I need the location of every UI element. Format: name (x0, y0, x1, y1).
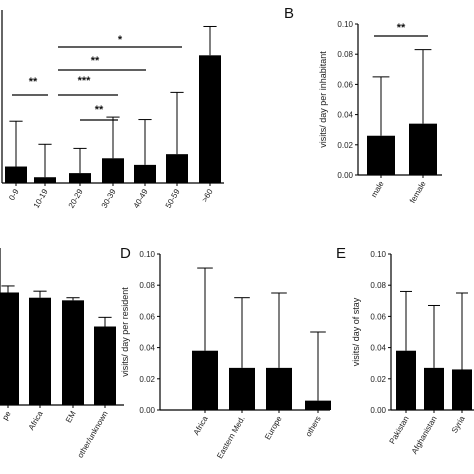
x-tick-label: 20-29 (67, 187, 85, 210)
panel-letter: B (284, 5, 294, 22)
bar (424, 367, 444, 410)
y-tick-label: 0.00 (370, 406, 386, 415)
significance-label: ** (91, 55, 100, 67)
bar (192, 350, 218, 410)
bar (29, 297, 51, 405)
significance-label: ** (29, 76, 38, 88)
bar (305, 400, 331, 410)
y-tick-label: 0.10 (337, 20, 353, 29)
x-tick-label: 50-59 (164, 187, 182, 210)
x-tick-label: Europe (263, 414, 284, 441)
y-tick-label: 0.10 (370, 250, 386, 259)
y-tick-label: 0.08 (139, 281, 155, 290)
y-tick-label: 0.08 (337, 50, 353, 59)
x-tick-label: Africa (27, 409, 45, 432)
y-tick-label: 0.02 (337, 141, 353, 150)
y-tick-label: 0.08 (370, 281, 386, 290)
bar (0, 292, 19, 405)
y-axis-label: visits/ day per inhabitant (318, 51, 328, 148)
y-tick-label: 0.00 (337, 171, 353, 180)
x-tick-label: pe (0, 409, 13, 422)
x-tick-label: EM (64, 409, 78, 424)
x-tick-label: 30-39 (100, 187, 118, 210)
y-axis-label: visits/ day of stay (351, 297, 361, 366)
y-tick-label: 0.06 (337, 80, 353, 89)
significance-label: ** (95, 104, 104, 116)
x-tick-label: 0-9 (7, 187, 21, 202)
bar (452, 369, 472, 410)
y-tick-label: 0.04 (139, 344, 155, 353)
bar (396, 350, 416, 410)
y-tick-label: 0.10 (139, 250, 155, 259)
x-tick-label: other/unknown (76, 410, 110, 460)
bar (409, 123, 437, 175)
y-tick-label: 0.04 (337, 111, 353, 120)
bar (34, 177, 56, 183)
bar (5, 166, 27, 183)
chart-panel-D: 0.00 0.02 0.04 0.06 0.08 0.10 visits/ day per … (120, 245, 331, 460)
x-tick-label: >60 (200, 187, 215, 204)
significance-label: * (118, 34, 123, 46)
x-tick-label: 10-19 (32, 187, 50, 210)
y-axis-label: visits/ day per resident (120, 287, 130, 377)
significance-label: ** (397, 22, 406, 34)
y-tick-label: 0.06 (370, 312, 386, 321)
x-tick-label: male (369, 179, 386, 199)
chart-panel-B: 0.00 0.02 0.04 0.06 0.08 0.10 visits/ day per … (284, 5, 442, 205)
y-tick-label: 0.06 (139, 312, 155, 321)
y-tick-label: 0.04 (370, 344, 386, 353)
panel-letter: E (336, 245, 346, 262)
bar (94, 326, 116, 405)
y-tick-label: 0.02 (139, 375, 155, 384)
x-tick-label: female (408, 179, 428, 205)
x-tick-label: 40-49 (132, 187, 150, 210)
x-tick-label: Eastern Med. (215, 415, 247, 461)
y-tick-label: 0.02 (370, 375, 386, 384)
x-tick-label: Pakistan (388, 415, 411, 446)
bar (266, 367, 292, 410)
x-tick-label: Afghanistan (410, 415, 439, 456)
chart-panel-p0: 0-9 10-19 20-29 30-39 40-49 50-59 >60*********… (1, 10, 224, 210)
bar (134, 164, 156, 183)
x-tick-label: others (304, 415, 323, 439)
bar (166, 154, 188, 183)
bar (62, 300, 84, 405)
bar (199, 55, 221, 183)
y-tick-label: 0.00 (139, 406, 155, 415)
bar (367, 135, 395, 175)
x-tick-label: Africa (192, 414, 210, 437)
significance-label: *** (78, 75, 92, 87)
panel-letter: D (120, 245, 131, 262)
chart-panel-E: 0.00 0.02 0.04 0.06 0.08 0.10 visits/ day of s… (336, 245, 474, 456)
bar (229, 367, 255, 410)
bar (69, 173, 91, 183)
bar (102, 158, 124, 183)
x-tick-label: Syria (450, 414, 467, 435)
